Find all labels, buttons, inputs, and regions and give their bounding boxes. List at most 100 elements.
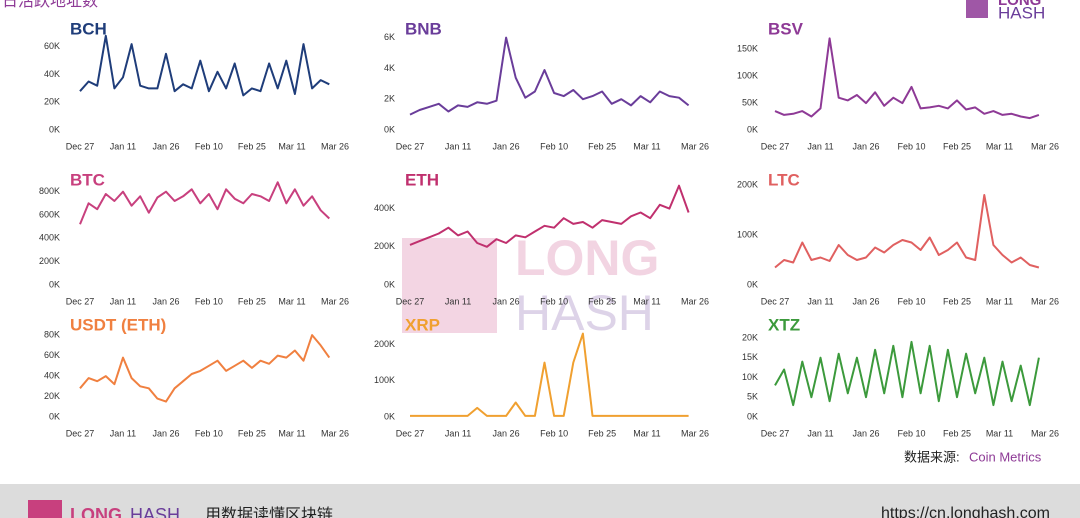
x-tick-label: Feb 10 xyxy=(195,141,223,151)
footer-brand-b: HASH xyxy=(130,505,180,518)
logo-icon xyxy=(966,0,988,18)
x-tick-label: Mar 11 xyxy=(278,141,305,151)
x-tick-label: Feb 25 xyxy=(238,428,266,438)
data-line xyxy=(409,184,690,248)
y-tick-label: 5K xyxy=(747,392,758,402)
y-tick-label: 20K xyxy=(742,332,758,342)
data-line xyxy=(79,34,330,97)
data-line xyxy=(774,340,1040,407)
y-tick-label: 200K xyxy=(374,241,395,251)
chart-title: XTZ xyxy=(768,315,800,334)
data-line xyxy=(774,37,1040,120)
x-tick-label: Jan 26 xyxy=(152,141,179,151)
footer-bar xyxy=(0,484,1080,518)
x-tick-label: Feb 25 xyxy=(588,141,616,151)
x-tick-label: Jan 11 xyxy=(110,141,136,151)
y-tick-label: 0K xyxy=(49,124,60,134)
x-tick-label: Mar 26 xyxy=(321,141,349,151)
chart-title: USDT (ETH) xyxy=(70,315,166,334)
x-tick-label: Mar 26 xyxy=(681,141,709,151)
x-tick-label: Dec 27 xyxy=(396,141,425,151)
x-tick-label: Feb 10 xyxy=(540,296,568,306)
y-tick-label: 600K xyxy=(39,209,60,219)
x-tick-label: Mar 26 xyxy=(321,296,349,306)
watermark-top: LONG xyxy=(515,230,659,286)
x-tick-label: Jan 11 xyxy=(110,296,136,306)
x-tick-label: Mar 26 xyxy=(321,428,349,438)
chart-title: LTC xyxy=(768,170,800,189)
y-tick-label: 0K xyxy=(384,411,395,421)
x-tick-label: Feb 25 xyxy=(588,296,616,306)
page-title: 日活跃地址数 xyxy=(2,0,98,10)
y-tick-label: 4K xyxy=(384,63,395,73)
x-tick-label: Mar 11 xyxy=(986,141,1013,151)
x-tick-label: Dec 27 xyxy=(396,296,425,306)
x-tick-label: Jan 26 xyxy=(852,141,879,151)
data-line xyxy=(410,332,689,417)
chart-title: BNB xyxy=(405,19,442,38)
x-tick-label: Dec 27 xyxy=(66,428,95,438)
y-tick-label: 200K xyxy=(737,179,758,189)
y-tick-label: 800K xyxy=(39,186,60,196)
x-tick-label: Jan 11 xyxy=(445,141,471,151)
chart-title: BTC xyxy=(70,170,105,189)
data-line xyxy=(79,334,331,403)
y-tick-label: 40K xyxy=(44,69,60,79)
footer-slogan: 用数据读懂区块链 xyxy=(205,506,333,518)
x-tick-label: Mar 11 xyxy=(278,296,305,306)
y-tick-label: 400K xyxy=(39,233,60,243)
data-line xyxy=(409,36,690,116)
footer-url: https://cn.longhash.com xyxy=(881,505,1050,518)
y-tick-label: 20K xyxy=(44,97,60,107)
x-tick-label: Mar 26 xyxy=(1031,428,1059,438)
x-tick-label: Feb 25 xyxy=(238,141,266,151)
x-tick-label: Mar 11 xyxy=(633,141,660,151)
logo-top: LONG xyxy=(998,0,1041,9)
x-tick-label: Feb 10 xyxy=(898,141,926,151)
x-tick-label: Mar 26 xyxy=(1031,296,1059,306)
data-line xyxy=(79,181,330,225)
x-tick-label: Dec 27 xyxy=(761,428,790,438)
y-tick-label: 100K xyxy=(737,229,758,239)
x-tick-label: Jan 26 xyxy=(152,428,179,438)
source: Coin Metrics xyxy=(969,449,1042,464)
x-tick-label: Feb 10 xyxy=(195,428,223,438)
x-tick-label: Feb 10 xyxy=(540,428,568,438)
x-tick-label: Feb 25 xyxy=(588,428,616,438)
watermark: LONG HASH xyxy=(402,230,659,341)
x-tick-label: Jan 26 xyxy=(493,296,520,306)
x-tick-label: Mar 11 xyxy=(986,428,1013,438)
y-tick-label: 60K xyxy=(44,350,60,360)
x-tick-label: Mar 11 xyxy=(278,428,305,438)
x-tick-label: Feb 10 xyxy=(898,296,926,306)
y-tick-label: 0K xyxy=(49,279,60,289)
x-tick-label: Feb 25 xyxy=(943,296,971,306)
x-tick-label: Feb 25 xyxy=(943,141,971,151)
x-tick-label: Jan 11 xyxy=(445,296,471,306)
x-tick-label: Feb 10 xyxy=(195,296,223,306)
y-tick-label: 0K xyxy=(747,411,758,421)
x-tick-label: Mar 11 xyxy=(633,296,660,306)
logo-bottom: HASH xyxy=(998,3,1045,22)
x-tick-label: Feb 10 xyxy=(898,428,926,438)
x-tick-label: Feb 10 xyxy=(540,141,568,151)
x-tick-label: Mar 26 xyxy=(681,296,709,306)
y-tick-label: 200K xyxy=(39,256,60,266)
x-tick-label: Dec 27 xyxy=(761,296,790,306)
y-tick-label: 0K xyxy=(384,279,395,289)
x-tick-label: Jan 26 xyxy=(493,428,520,438)
x-tick-label: Jan 11 xyxy=(807,296,833,306)
x-tick-label: Feb 25 xyxy=(238,296,266,306)
source-label: 数据来源: xyxy=(904,449,960,464)
watermark-icon xyxy=(402,238,497,333)
chart-title: ETH xyxy=(405,170,439,189)
y-tick-label: 150K xyxy=(737,44,758,54)
x-tick-label: Mar 11 xyxy=(986,296,1013,306)
y-tick-label: 40K xyxy=(44,370,60,380)
x-tick-label: Mar 26 xyxy=(1031,141,1059,151)
y-tick-label: 0K xyxy=(747,124,758,134)
y-tick-label: 50K xyxy=(742,97,758,107)
x-tick-label: Jan 11 xyxy=(110,428,136,438)
y-tick-label: 80K xyxy=(44,329,60,339)
y-tick-label: 200K xyxy=(374,339,395,349)
